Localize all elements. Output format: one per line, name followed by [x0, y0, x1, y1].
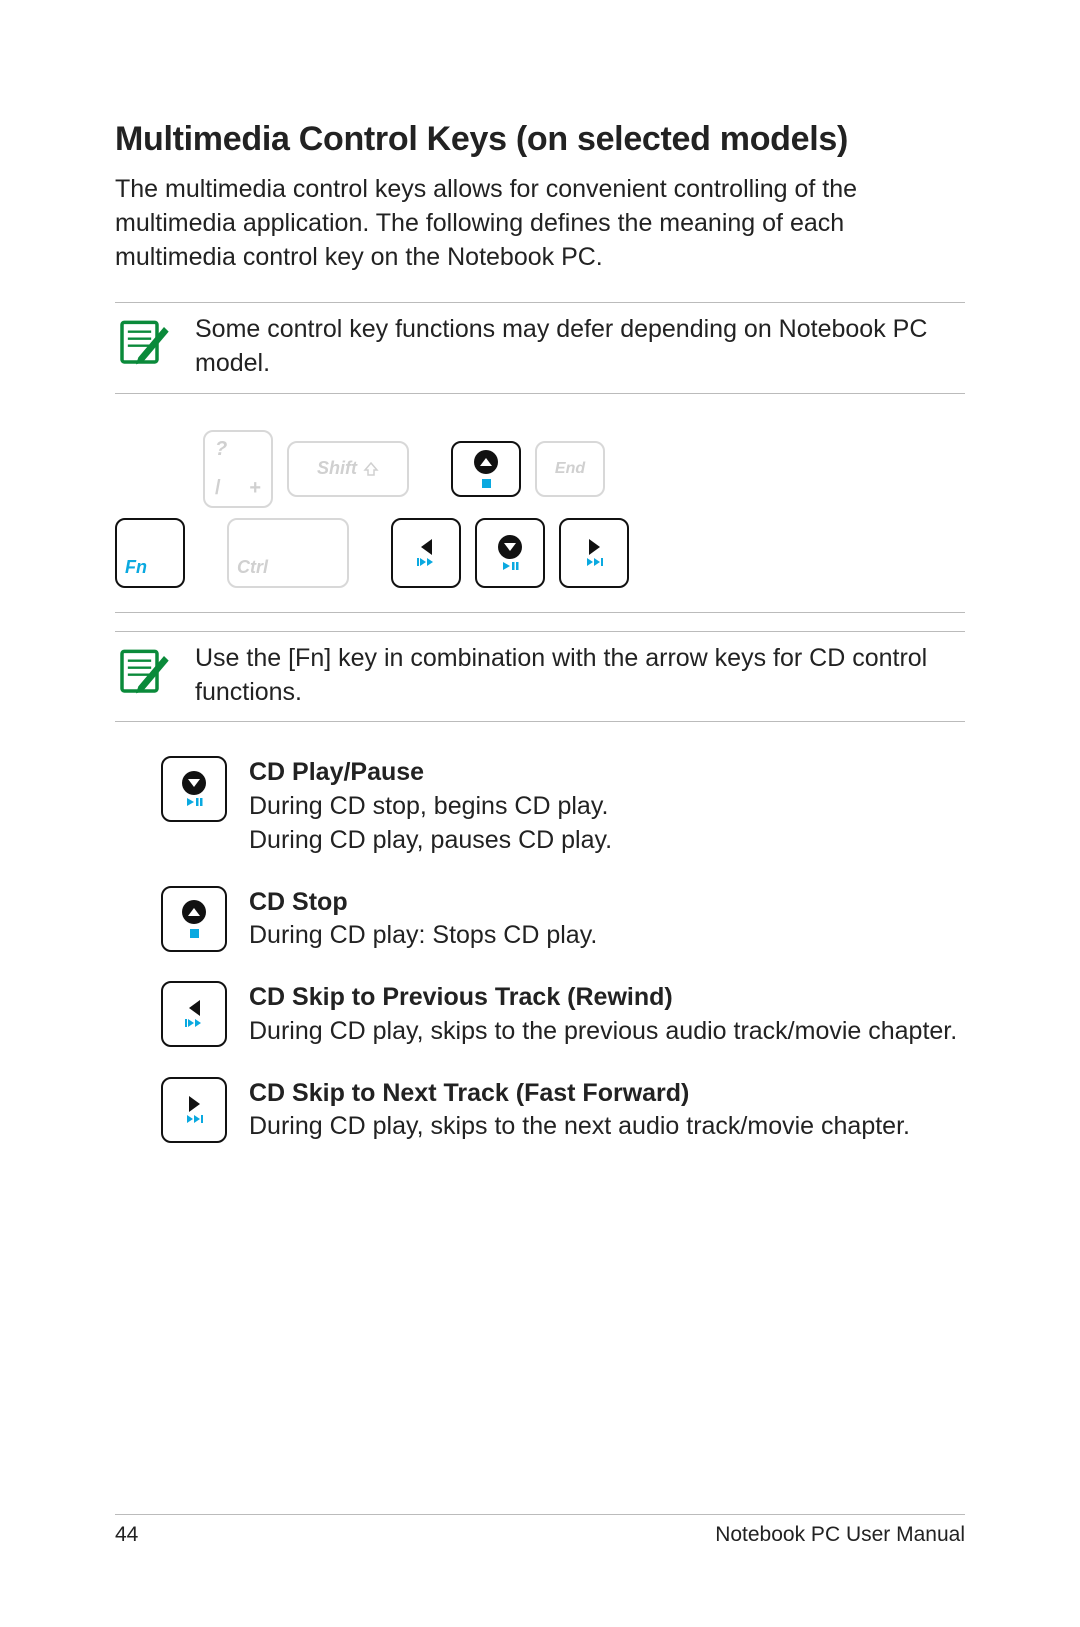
def-title: CD Skip to Previous Track (Rewind)	[249, 981, 957, 1015]
def-body: During CD stop, begins CD play. During C…	[249, 792, 612, 854]
def-prev: CD Skip to Previous Track (Rewind) Durin…	[161, 981, 965, 1049]
key-end: End	[535, 441, 605, 497]
def-key-prev-icon	[161, 981, 227, 1047]
page-heading: Multimedia Control Keys (on selected mod…	[115, 120, 965, 159]
definitions-list: CD Play/Pause During CD stop, begins CD …	[115, 756, 965, 1144]
def-body: During CD play: Stops CD play.	[249, 921, 597, 949]
key-right-next	[559, 518, 629, 588]
page-number: 44	[115, 1523, 138, 1547]
page-footer: 44 Notebook PC User Manual	[115, 1514, 965, 1547]
intro-text: The multimedia control keys allows for c…	[115, 173, 965, 274]
key-down-playpause	[475, 518, 545, 588]
def-next: CD Skip to Next Track (Fast Forward) Dur…	[161, 1077, 965, 1145]
note-1: Some control key functions may defer dep…	[115, 302, 965, 394]
key-shift: Shift	[287, 441, 409, 497]
def-body: During CD play, skips to the previous au…	[249, 1017, 957, 1045]
key-up-stop	[451, 441, 521, 497]
def-title: CD Stop	[249, 886, 597, 920]
note-icon	[115, 642, 171, 698]
key-left-prev	[391, 518, 461, 588]
doc-title: Notebook PC User Manual	[715, 1523, 965, 1547]
key-fn: Fn	[115, 518, 185, 588]
note-2-text: Use the [Fn] key in combination with the…	[195, 642, 965, 710]
def-key-next-icon	[161, 1077, 227, 1143]
note-2: Use the [Fn] key in combination with the…	[115, 631, 965, 723]
def-key-stop-icon	[161, 886, 227, 952]
def-play-pause: CD Play/Pause During CD stop, begins CD …	[161, 756, 965, 857]
key-ctrl: Ctrl	[227, 518, 349, 588]
def-title: CD Play/Pause	[249, 756, 612, 790]
def-stop: CD Stop During CD play: Stops CD play.	[161, 886, 965, 954]
def-key-playpause-icon	[161, 756, 227, 822]
key-slash: ? / +	[203, 430, 273, 508]
def-body: During CD play, skips to the next audio …	[249, 1112, 910, 1140]
note-icon	[115, 313, 171, 369]
keyboard-diagram: ? / + Shift End Fn Ctrl	[115, 412, 965, 613]
def-title: CD Skip to Next Track (Fast Forward)	[249, 1077, 910, 1111]
note-1-text: Some control key functions may defer dep…	[195, 313, 965, 381]
